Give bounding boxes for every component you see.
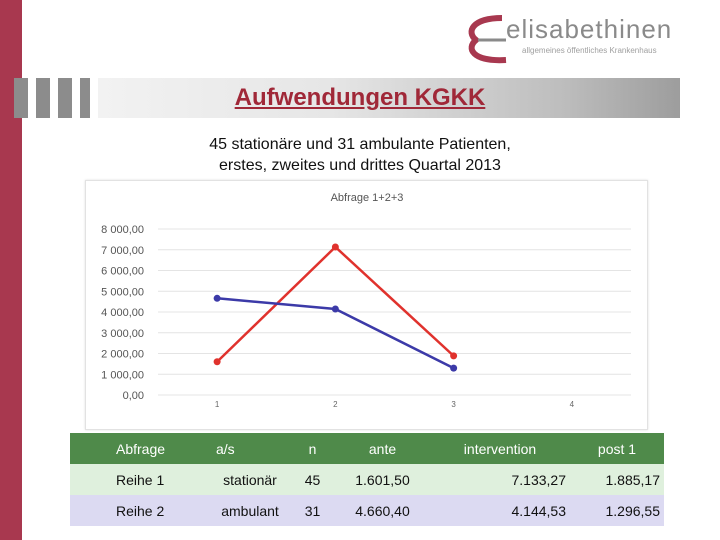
header-abfrage: Abfrage bbox=[70, 433, 210, 464]
y-tick-label: 8 000,00 bbox=[101, 224, 144, 236]
cell-as: ambulant bbox=[210, 495, 290, 526]
data-point bbox=[331, 305, 339, 313]
header-as: a/s bbox=[210, 433, 290, 464]
page-subtitle: 45 stationäre und 31 ambulante Patienten… bbox=[0, 134, 720, 176]
header-intervention: intervention bbox=[430, 433, 570, 464]
data-point bbox=[213, 294, 221, 302]
table-header-row: Abfrage a/s n ante intervention post 1 bbox=[70, 433, 664, 464]
cell-ante: 1.601,50 bbox=[335, 464, 430, 495]
table-row: Reihe 2 ambulant 31 4.660,40 4.144,53 1.… bbox=[70, 495, 664, 526]
x-tick-label: 3 bbox=[451, 400, 456, 409]
cell-ante: 4.660,40 bbox=[335, 495, 430, 526]
cell-intervention: 7.133,27 bbox=[430, 464, 570, 495]
line-chart: Abfrage 1+2+3 0,00 1 000,00 2 000,00 3 000,… bbox=[85, 180, 648, 430]
cell-post1: 1.296,55 bbox=[570, 495, 664, 526]
chart-title: Abfrage 1+2+3 bbox=[331, 192, 404, 204]
header-ante: ante bbox=[335, 433, 430, 464]
data-point bbox=[450, 364, 458, 372]
subtitle-line-1: 45 stationäre und 31 ambulante Patienten… bbox=[209, 136, 511, 153]
y-tick-label: 6 000,00 bbox=[101, 266, 144, 278]
data-point bbox=[450, 352, 458, 360]
title-bar bbox=[14, 78, 680, 118]
y-tick-label: 3 000,00 bbox=[101, 328, 144, 340]
header-n: n bbox=[290, 433, 335, 464]
chart-svg: Abfrage 1+2+3 0,00 1 000,00 2 000,00 3 000,… bbox=[101, 192, 631, 409]
y-tick-label: 0,00 bbox=[123, 390, 144, 402]
y-tick-label: 1 000,00 bbox=[101, 369, 144, 381]
data-table: Abfrage a/s n ante intervention post 1 R… bbox=[70, 433, 664, 526]
cell-n: 31 bbox=[290, 495, 335, 526]
cell-post1: 1.885,17 bbox=[570, 464, 664, 495]
series-line-1 bbox=[216, 245, 455, 363]
y-tick-label: 2 000,00 bbox=[101, 349, 144, 361]
elisabethinen-logo: elisabethinen allgemeines öffentliches K… bbox=[462, 8, 712, 70]
logo-name: elisabethinen bbox=[506, 14, 673, 44]
logo-tagline: allgemeines öffentliches Krankenhaus bbox=[522, 46, 657, 55]
y-tick-label: 4 000,00 bbox=[101, 307, 144, 319]
cell-intervention: 4.144,53 bbox=[430, 495, 570, 526]
subtitle-line-2: erstes, zweites und drittes Quartal 2013 bbox=[219, 157, 501, 174]
cell-abfrage: Reihe 1 bbox=[70, 464, 210, 495]
cell-abfrage: Reihe 2 bbox=[70, 495, 210, 526]
logo-swoosh-icon bbox=[468, 15, 507, 64]
header-post1: post 1 bbox=[570, 433, 664, 464]
cell-as: stationär bbox=[210, 464, 290, 495]
left-brand-band bbox=[0, 0, 22, 540]
data-point bbox=[213, 358, 221, 366]
x-tick-label: 1 bbox=[215, 400, 220, 409]
x-tick-label: 4 bbox=[570, 400, 575, 409]
cell-n: 45 bbox=[290, 464, 335, 495]
table-row: Reihe 1 stationär 45 1.601,50 7.133,27 1… bbox=[70, 464, 664, 495]
page-title: Aufwendungen KGKK bbox=[234, 84, 486, 111]
data-point bbox=[331, 243, 339, 251]
y-tick-label: 5 000,00 bbox=[101, 286, 144, 298]
y-tick-label: 7 000,00 bbox=[101, 245, 144, 257]
x-tick-label: 2 bbox=[333, 400, 338, 409]
